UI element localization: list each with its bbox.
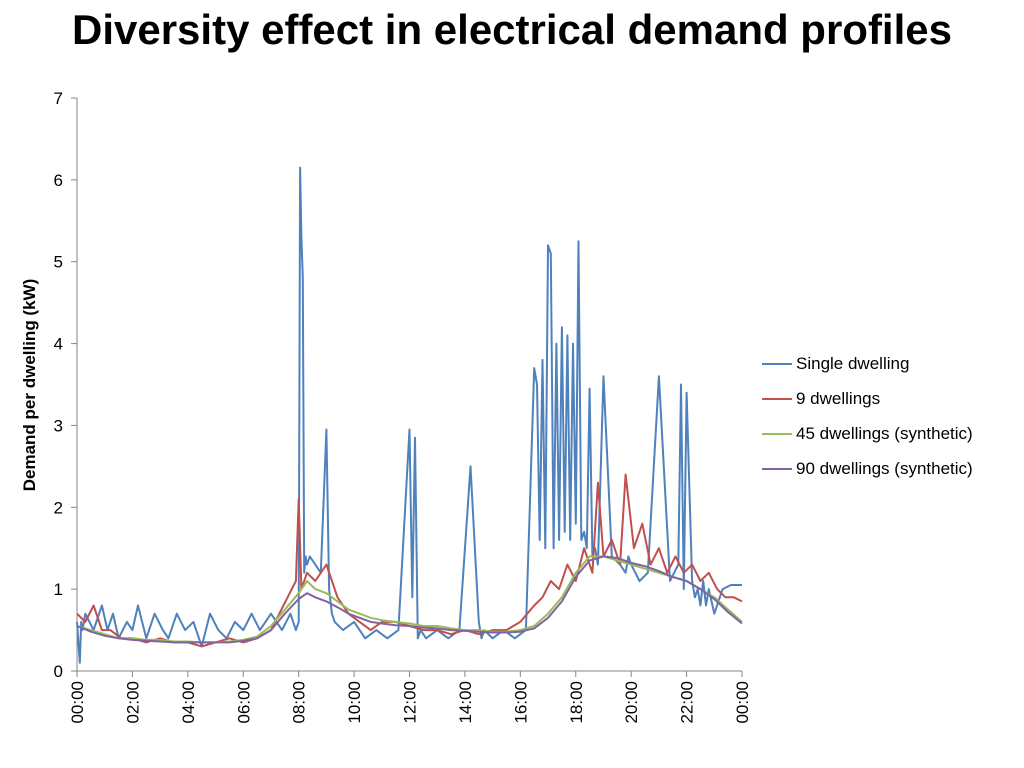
y-tick-label: 2 bbox=[54, 498, 63, 517]
legend-swatch bbox=[762, 397, 792, 400]
legend-swatch bbox=[762, 467, 792, 470]
y-tick-label: 4 bbox=[54, 335, 63, 354]
x-tick-label: 06:00 bbox=[234, 681, 253, 724]
x-tick-label: 14:00 bbox=[456, 681, 475, 724]
series-line-4 bbox=[76, 555, 743, 644]
series-line-3 bbox=[76, 555, 743, 644]
series-line-2 bbox=[76, 473, 743, 648]
x-tick-label: 00:00 bbox=[68, 681, 87, 724]
y-axis-label: Demand per dwelling (kW) bbox=[20, 278, 39, 492]
legend-label: 9 dwellings bbox=[796, 388, 881, 408]
legend-label: 90 dwellings (synthetic) bbox=[796, 458, 973, 478]
legend-swatch bbox=[762, 432, 792, 435]
y-tick-label: 5 bbox=[54, 253, 63, 272]
legend-item-1: Single dwelling bbox=[762, 346, 973, 381]
y-tick-label: 6 bbox=[54, 171, 63, 190]
legend-item-2: 9 dwellings bbox=[762, 381, 973, 416]
y-tick-label: 3 bbox=[54, 416, 63, 435]
x-tick-label: 08:00 bbox=[290, 681, 309, 724]
x-tick-label: 22:00 bbox=[678, 681, 697, 724]
legend-swatch bbox=[762, 362, 792, 365]
x-tick-label: 18:00 bbox=[567, 681, 586, 724]
x-tick-label: 10:00 bbox=[345, 681, 364, 724]
chart-axes: 0 1 2 3 4 5 6 7 00:00 02:00 04:00 06:00 08:00 10:00 12… bbox=[54, 89, 752, 724]
chart-title: Diversity effect in electrical demand pr… bbox=[72, 6, 952, 53]
x-tick-label: 12:00 bbox=[401, 681, 420, 724]
chart-legend: Single dwelling 9 dwellings 45 dwellings (… bbox=[762, 346, 973, 486]
x-tick-label: 02:00 bbox=[123, 681, 142, 724]
x-tick-label: 04:00 bbox=[179, 681, 198, 724]
x-tick-label: 00:00 bbox=[733, 681, 752, 724]
chart-lines bbox=[76, 166, 743, 664]
legend-item-3: 45 dwellings (synthetic) bbox=[762, 416, 973, 451]
series-line-1 bbox=[76, 166, 742, 664]
y-tick-label: 7 bbox=[54, 89, 63, 108]
y-tick-label: 0 bbox=[54, 662, 63, 681]
legend-label: Single dwelling bbox=[796, 353, 910, 373]
x-tick-label: 16:00 bbox=[511, 681, 530, 724]
legend-item-4: 90 dwellings (synthetic) bbox=[762, 451, 973, 486]
y-tick-label: 1 bbox=[54, 580, 63, 599]
legend-label: 45 dwellings (synthetic) bbox=[796, 423, 973, 443]
x-tick-label: 20:00 bbox=[622, 681, 641, 724]
